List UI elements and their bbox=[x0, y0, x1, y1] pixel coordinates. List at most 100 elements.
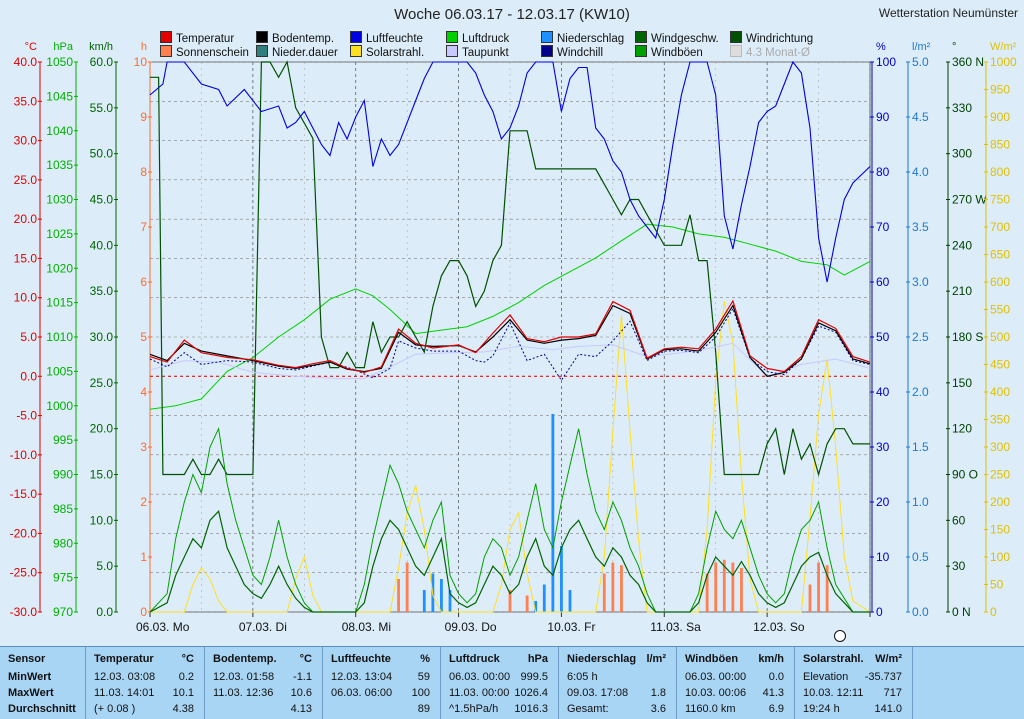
y-tick-label: 30.0 bbox=[90, 330, 114, 344]
y-tick-label: 1000 bbox=[46, 399, 73, 413]
y-tick-label: 900 bbox=[990, 110, 1010, 124]
stats-cell-value: 89 bbox=[417, 703, 430, 715]
y-tick-label: 1015 bbox=[46, 296, 73, 310]
x-tick-label: 07.03. Di bbox=[239, 620, 287, 634]
legend-item[interactable]: Windchill bbox=[541, 45, 603, 59]
axis-unit-label: hPa bbox=[53, 41, 73, 53]
row-header-min: MinWert bbox=[8, 671, 52, 683]
legend-item[interactable]: Bodentemp. bbox=[256, 31, 334, 45]
legend-swatch bbox=[730, 31, 742, 43]
legend-label: Nieder.dauer bbox=[272, 47, 338, 59]
legend-item[interactable]: Luftdruck bbox=[446, 31, 509, 45]
y-tick-label: 500 bbox=[990, 330, 1010, 344]
y-tick-label: 330 bbox=[952, 101, 972, 115]
y-tick-label: -5.0 bbox=[16, 409, 37, 423]
bar-niederschlag bbox=[534, 601, 538, 612]
y-tick-label: 950 bbox=[990, 83, 1010, 97]
stats-column-unit: km/h bbox=[758, 653, 784, 665]
stats-column-unit: hPa bbox=[527, 653, 548, 665]
stats-cell-label: 09.03. 17:08 bbox=[567, 687, 629, 699]
stats-cell-value: -1.1 bbox=[293, 671, 312, 683]
stats-cell-value: 999.5 bbox=[520, 671, 548, 683]
stats-column: Temperatur °C 12.03. 03:08 0.2 11.03. 14:01 1… bbox=[86, 647, 205, 719]
stats-cell-value: 10.1 bbox=[172, 687, 194, 699]
legend-item[interactable]: Taupunkt bbox=[446, 45, 509, 59]
y-tick-label: 25.0 bbox=[90, 376, 114, 390]
bar-niederschlag bbox=[551, 414, 555, 612]
legend-item[interactable]: Sonnenschein bbox=[160, 45, 249, 59]
bar-sonnenschein bbox=[817, 562, 820, 612]
stats-cell-label: Elevation bbox=[803, 671, 849, 683]
legend-item[interactable]: Solarstrahl. bbox=[350, 45, 424, 59]
axis-unit-label: km/h bbox=[89, 41, 113, 53]
legend-item[interactable]: Windböen bbox=[635, 45, 703, 59]
y-tick-label: 1000 bbox=[990, 55, 1017, 69]
legend-item[interactable]: 4.3 Monat-Ø bbox=[730, 45, 810, 59]
legend-item[interactable]: Nieder.dauer bbox=[256, 45, 338, 59]
y-tick-label: 3 bbox=[140, 440, 147, 454]
y-tick-label: 750 bbox=[990, 193, 1010, 207]
legend-item[interactable]: Windgeschw. bbox=[635, 31, 719, 45]
y-tick-label: 5 bbox=[140, 330, 147, 344]
stats-column-unit: °C bbox=[299, 653, 312, 665]
legend-item[interactable]: Luftfeuchte bbox=[350, 31, 423, 45]
y-tick-label: -30.0 bbox=[10, 605, 38, 619]
y-tick-label: 70 bbox=[876, 220, 890, 234]
legend-swatch bbox=[160, 31, 172, 43]
y-tick-label: 50.0 bbox=[90, 147, 114, 161]
y-tick-label: 20.0 bbox=[14, 212, 38, 226]
bar-sonnenschein bbox=[825, 565, 829, 612]
legend-label: Bodentemp. bbox=[272, 33, 335, 45]
bar-niederschlag bbox=[568, 590, 572, 612]
stats-cell-value: 4.38 bbox=[172, 703, 194, 715]
y-tick-label: 995 bbox=[53, 433, 73, 447]
x-tick-label: 09.03. Do bbox=[445, 620, 497, 634]
y-tick-label: -25.0 bbox=[10, 566, 38, 580]
legend-item[interactable]: Temperatur bbox=[160, 31, 234, 45]
stats-cell-value: 4.13 bbox=[290, 703, 312, 715]
legend-label: Solarstrahl. bbox=[366, 47, 425, 59]
stats-cell-label: 06.03. 06:00 bbox=[331, 687, 393, 699]
legend-item[interactable]: Niederschlag bbox=[541, 31, 624, 45]
axis-unit-label: °C bbox=[25, 41, 37, 53]
y-tick-label: 150 bbox=[952, 376, 972, 390]
axis-unit-label: W/m² bbox=[990, 41, 1017, 53]
y-tick-label: 20.0 bbox=[90, 422, 114, 436]
stats-cell-label: 06.03. 00:00 bbox=[449, 671, 511, 683]
stats-cell-label: 12.03. 03:08 bbox=[94, 671, 156, 683]
series-temperatur bbox=[149, 299, 871, 374]
stats-cell-value: 1026.4 bbox=[514, 687, 548, 699]
series-luftfeuchte bbox=[149, 60, 871, 283]
y-tick-label: 1025 bbox=[46, 227, 73, 241]
legend-swatch bbox=[446, 45, 458, 57]
station-name: Wetterstation Neumünster bbox=[878, 6, 1018, 20]
y-tick-label: 3.0 bbox=[912, 275, 929, 289]
y-tick-label: 50 bbox=[990, 578, 1004, 592]
stats-cell-label: 10.03. 00:06 bbox=[685, 687, 747, 699]
stats-cell-value: 717 bbox=[883, 687, 902, 699]
legend-label: Sonnenschein bbox=[176, 47, 249, 59]
y-tick-label: 80 bbox=[876, 165, 890, 179]
series-windrichtung bbox=[150, 60, 870, 477]
y-tick-label: 0.5 bbox=[912, 550, 929, 564]
stats-column: Windböen km/h 06.03. 00:00 0.0 10.03. 00:06 4… bbox=[677, 647, 795, 719]
y-tick-label: 150 bbox=[990, 523, 1010, 537]
legend-item[interactable]: Windrichtung bbox=[730, 31, 813, 45]
y-tick-label: 210 bbox=[952, 284, 972, 298]
y-tick-label: 980 bbox=[53, 536, 73, 550]
row-header-max: MaxWert bbox=[8, 687, 54, 699]
stats-column-title: Luftdruck bbox=[449, 653, 500, 665]
y-tick-label: 25.0 bbox=[14, 173, 38, 187]
stats-column: Bodentemp. °C 12.03. 01:58 -1.1 11.03. 12:36… bbox=[205, 647, 323, 719]
bar-sonnenschein bbox=[611, 562, 615, 612]
y-tick-label: 40.0 bbox=[90, 238, 114, 252]
bar-niederschlag bbox=[542, 584, 546, 612]
series-solarstrahl bbox=[150, 301, 871, 613]
y-tick-label: 0 bbox=[140, 605, 147, 619]
row-header-sensor: Sensor bbox=[8, 653, 46, 665]
stats-column-unit: % bbox=[420, 653, 430, 665]
y-tick-label: 0.0 bbox=[20, 369, 37, 383]
bar-sonnenschein bbox=[525, 595, 529, 612]
y-tick-label: 0.0 bbox=[912, 605, 929, 619]
y-tick-label: 1 bbox=[140, 550, 147, 564]
